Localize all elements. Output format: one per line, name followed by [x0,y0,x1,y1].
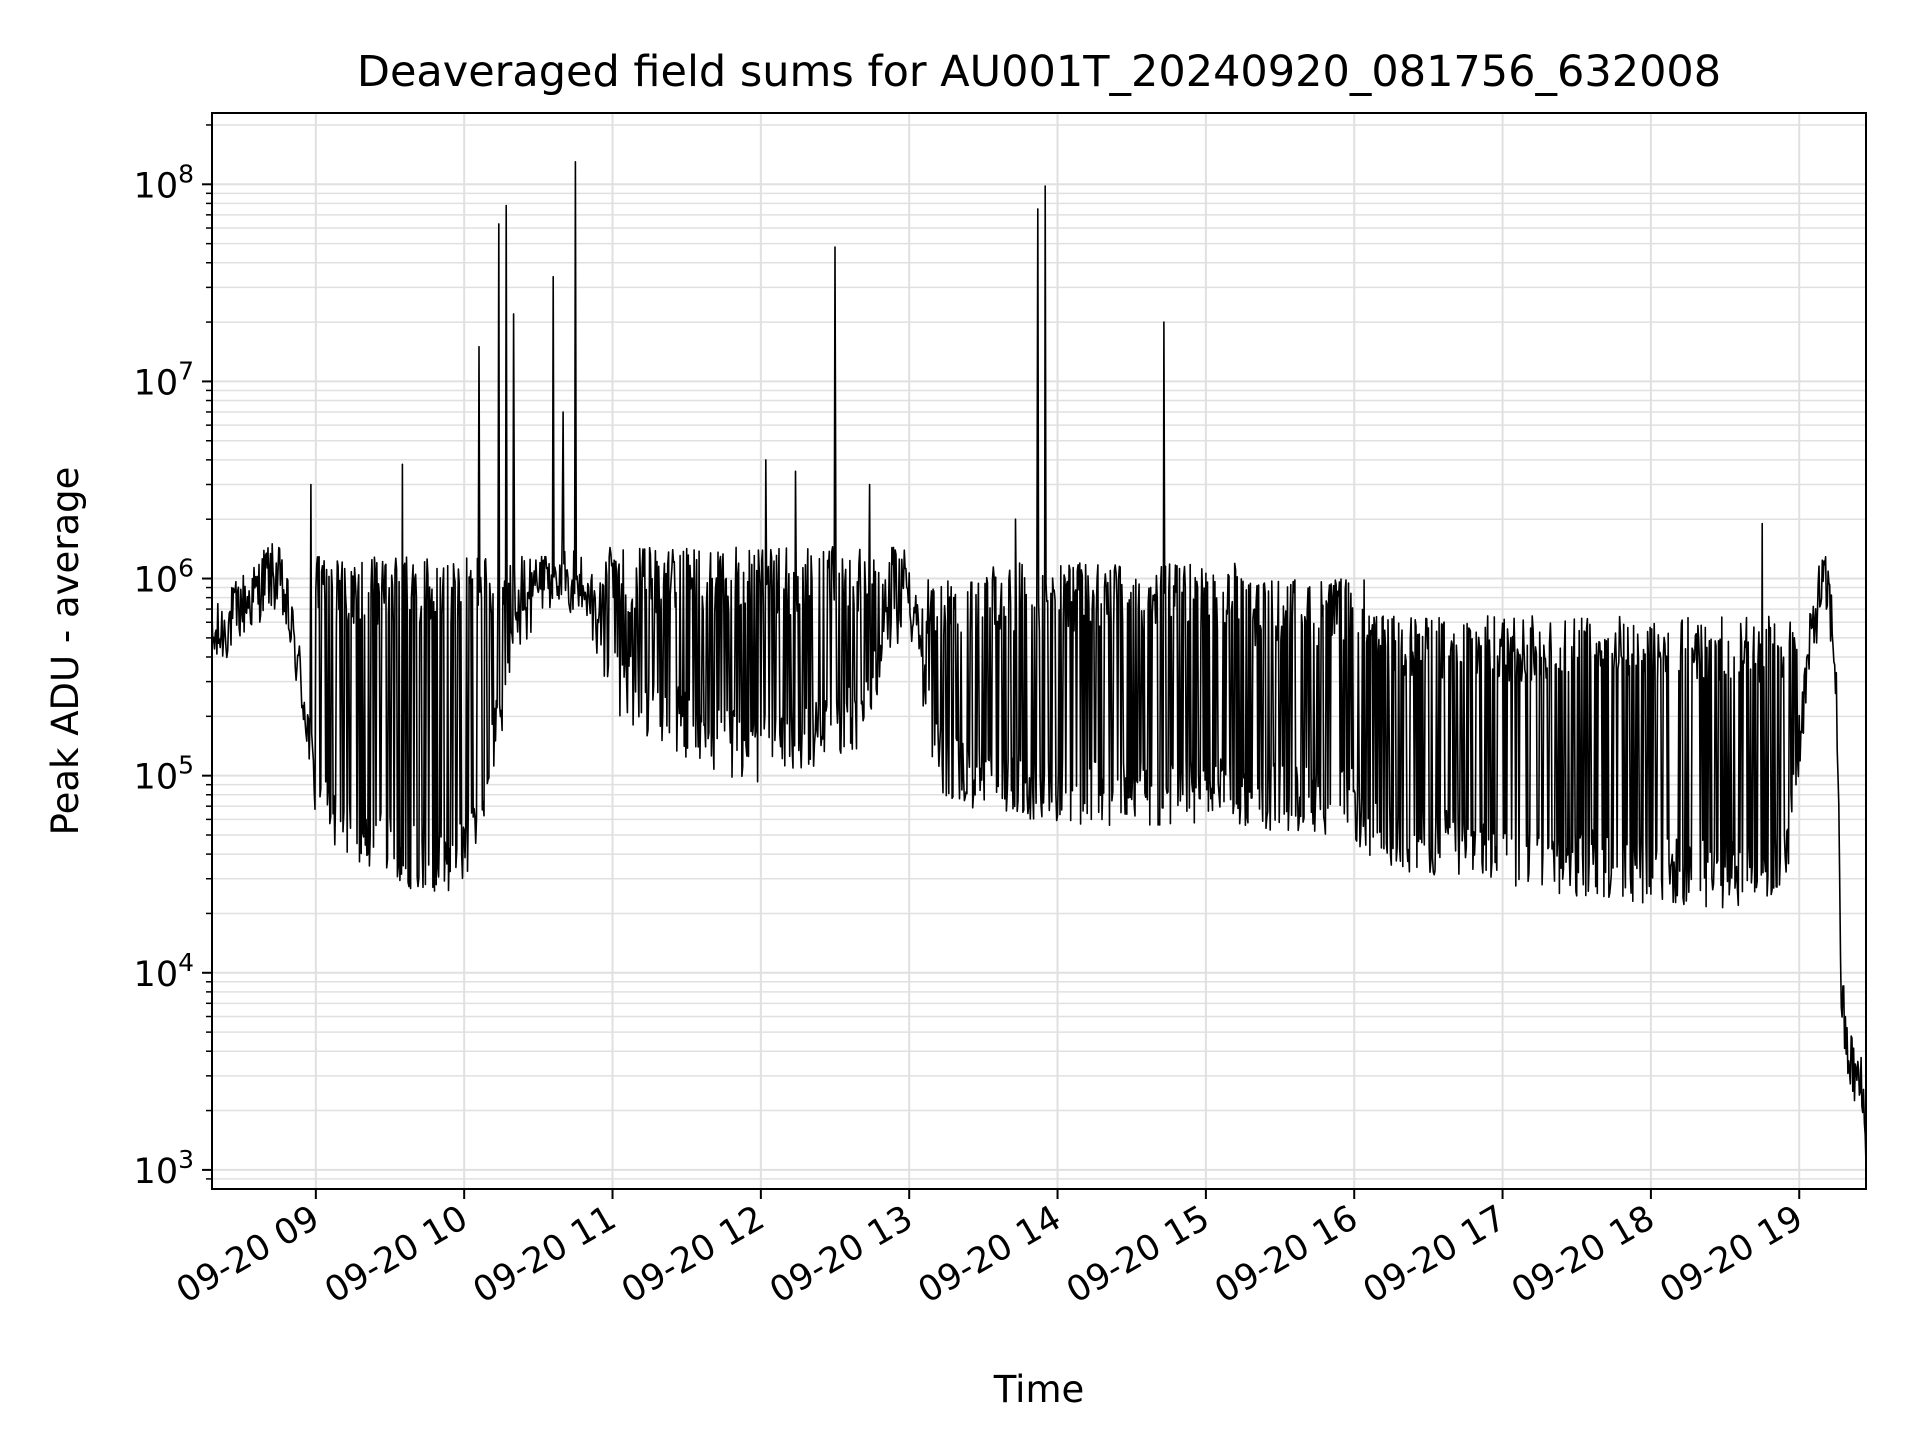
x-axis-label: Time [993,1368,1085,1411]
y-axis-label: Peak ADU - average [44,467,87,836]
y-tick-label: 103 [134,1145,194,1192]
plot-frame [211,112,1867,1190]
series-line-peak-adu [211,161,1867,1166]
y-tick-label: 106 [134,554,194,601]
chart-title: Deaveraged field sums for AU001T_2024092… [357,47,1721,97]
y-tick-label: 105 [134,751,194,798]
grid-major [212,113,1866,1189]
y-tick-label: 104 [134,948,194,995]
y-tick-label: 107 [134,356,194,403]
y-tick-label: 108 [134,159,194,206]
